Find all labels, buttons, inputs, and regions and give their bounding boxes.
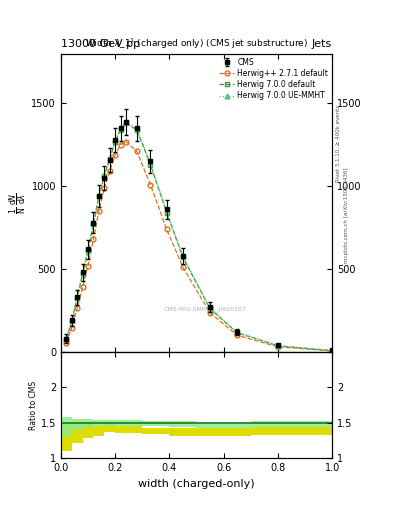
- Herwig 7.0.0 default: [75, 295, 79, 301]
- Herwig 7.0.0 UE-MMHT: [164, 208, 169, 215]
- Herwig 7.0.0 default: [134, 127, 139, 133]
- Herwig 7.0.0 UE-MMHT: [275, 343, 280, 349]
- Herwig++ 2.7.1 default: [75, 305, 79, 311]
- Herwig 7.0.0 UE-MMHT: [330, 348, 334, 354]
- Herwig 7.0.0 UE-MMHT: [70, 317, 74, 323]
- Herwig 7.0.0 default: [330, 348, 334, 354]
- Herwig 7.0.0 UE-MMHT: [134, 125, 139, 132]
- Herwig++ 2.7.1 default: [118, 142, 123, 148]
- Herwig 7.0.0 UE-MMHT: [80, 270, 85, 276]
- Herwig 7.0.0 default: [97, 193, 101, 199]
- Herwig 7.0.0 default: [102, 173, 107, 179]
- Herwig++ 2.7.1 default: [70, 325, 74, 331]
- Herwig 7.0.0 default: [86, 248, 90, 254]
- Herwig++ 2.7.1 default: [91, 236, 96, 242]
- Herwig 7.0.0 default: [80, 271, 85, 277]
- Herwig++ 2.7.1 default: [208, 310, 212, 316]
- Herwig 7.0.0 default: [181, 254, 185, 261]
- Herwig 7.0.0 UE-MMHT: [148, 160, 153, 166]
- Herwig++ 2.7.1 default: [181, 264, 185, 270]
- Herwig++ 2.7.1 default: [107, 168, 112, 175]
- Herwig 7.0.0 default: [164, 209, 169, 216]
- Herwig 7.0.0 default: [124, 120, 129, 126]
- Herwig 7.0.0 UE-MMHT: [91, 220, 96, 226]
- X-axis label: width (charged-only): width (charged-only): [138, 479, 255, 488]
- Herwig++ 2.7.1 default: [164, 226, 169, 232]
- Line: Herwig 7.0.0 default: Herwig 7.0.0 default: [64, 121, 334, 353]
- Herwig 7.0.0 UE-MMHT: [107, 155, 112, 161]
- Text: Rivet 3.1.10, ≥ 400k events: Rivet 3.1.10, ≥ 400k events: [336, 105, 341, 182]
- Herwig++ 2.7.1 default: [80, 284, 85, 290]
- Herwig++ 2.7.1 default: [97, 208, 101, 214]
- Herwig 7.0.0 UE-MMHT: [235, 329, 239, 335]
- Herwig 7.0.0 default: [235, 330, 239, 336]
- Herwig 7.0.0 UE-MMHT: [181, 253, 185, 259]
- Herwig++ 2.7.1 default: [235, 332, 239, 338]
- Herwig 7.0.0 UE-MMHT: [208, 305, 212, 311]
- Herwig 7.0.0 UE-MMHT: [64, 335, 69, 342]
- Line: Herwig++ 2.7.1 default: Herwig++ 2.7.1 default: [64, 139, 334, 353]
- Herwig 7.0.0 UE-MMHT: [118, 125, 123, 132]
- Line: Herwig 7.0.0 UE-MMHT: Herwig 7.0.0 UE-MMHT: [64, 119, 334, 353]
- Herwig++ 2.7.1 default: [330, 348, 334, 354]
- Herwig++ 2.7.1 default: [134, 148, 139, 155]
- Y-axis label: Ratio to CMS: Ratio to CMS: [29, 380, 38, 430]
- Herwig++ 2.7.1 default: [86, 263, 90, 269]
- Herwig 7.0.0 default: [64, 336, 69, 343]
- Herwig 7.0.0 default: [70, 318, 74, 324]
- Legend: CMS, Herwig++ 2.7.1 default, Herwig 7.0.0 default, Herwig 7.0.0 UE-MMHT: CMS, Herwig++ 2.7.1 default, Herwig 7.0.…: [218, 56, 330, 102]
- Herwig++ 2.7.1 default: [275, 344, 280, 350]
- Herwig 7.0.0 UE-MMHT: [102, 173, 107, 179]
- Herwig 7.0.0 default: [148, 162, 153, 168]
- Herwig 7.0.0 UE-MMHT: [86, 247, 90, 253]
- Herwig 7.0.0 UE-MMHT: [97, 192, 101, 198]
- Herwig 7.0.0 default: [113, 138, 118, 144]
- Herwig 7.0.0 default: [91, 221, 96, 227]
- Herwig 7.0.0 UE-MMHT: [124, 119, 129, 125]
- Text: 13000 GeV pp: 13000 GeV pp: [61, 38, 140, 49]
- Herwig++ 2.7.1 default: [102, 185, 107, 191]
- Herwig 7.0.0 UE-MMHT: [75, 294, 79, 300]
- Text: Jets: Jets: [312, 38, 332, 49]
- Herwig 7.0.0 default: [208, 306, 212, 312]
- Herwig 7.0.0 default: [275, 343, 280, 349]
- Herwig 7.0.0 default: [118, 127, 123, 133]
- Y-axis label: $\frac{1}{\mathrm{N}}\,\frac{\mathrm{d}N}{\mathrm{d}\lambda}$: $\frac{1}{\mathrm{N}}\,\frac{\mathrm{d}N…: [7, 192, 29, 214]
- Herwig 7.0.0 default: [107, 156, 112, 162]
- Text: Width $\lambda\_1^1$ (charged only) (CMS jet substructure): Width $\lambda\_1^1$ (charged only) (CMS…: [85, 36, 308, 51]
- Text: mcplots.cern.ch [arXiv:1306.3436]: mcplots.cern.ch [arXiv:1306.3436]: [344, 167, 349, 263]
- Herwig++ 2.7.1 default: [148, 181, 153, 187]
- Herwig++ 2.7.1 default: [64, 339, 69, 346]
- Herwig 7.0.0 UE-MMHT: [113, 137, 118, 143]
- Text: CMS-PAS-SMP-21_JI920187: CMS-PAS-SMP-21_JI920187: [164, 306, 247, 312]
- Herwig++ 2.7.1 default: [124, 138, 129, 144]
- Herwig++ 2.7.1 default: [113, 152, 118, 158]
